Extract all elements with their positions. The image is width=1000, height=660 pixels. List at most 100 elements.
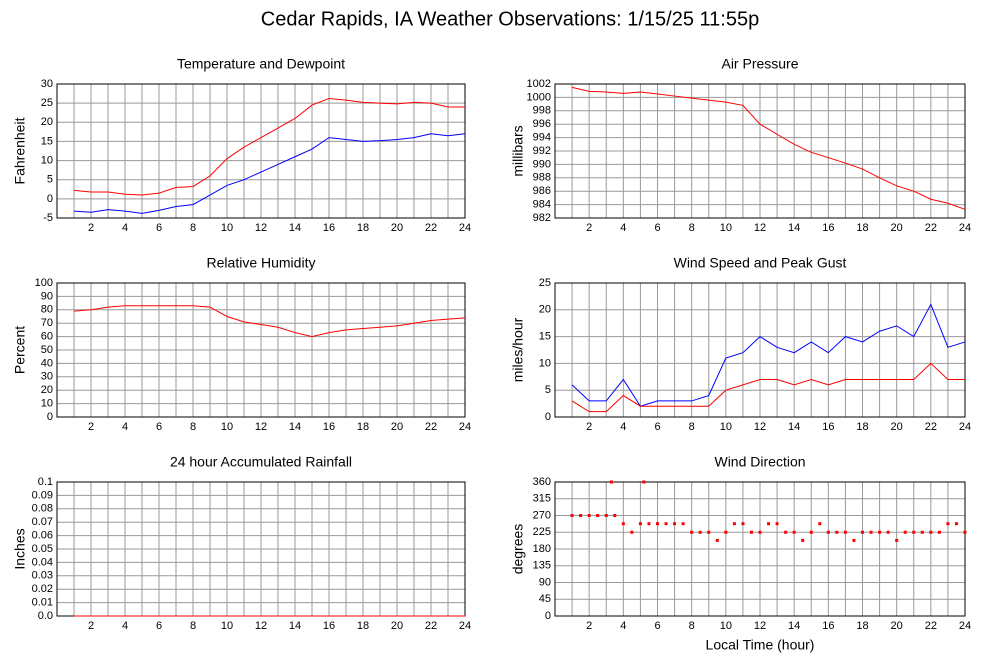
y-tick-label: 0.01	[32, 597, 53, 609]
y-tick-label: 70	[41, 317, 53, 329]
chart-panel: Relative HumidityPercent0102030405060708…	[12, 255, 471, 433]
data-point	[732, 522, 736, 526]
data-point	[937, 530, 941, 534]
y-tick-label: 50	[41, 344, 53, 356]
x-tick-label: 4	[122, 421, 128, 433]
x-tick-label: 20	[391, 620, 403, 632]
y-tick-label: 984	[533, 199, 551, 211]
y-axis-label: Fahrenheit	[12, 117, 28, 184]
data-point	[792, 530, 796, 534]
x-tick-label: 2	[88, 421, 94, 433]
data-point	[707, 530, 711, 534]
x-tick-label: 18	[856, 222, 868, 234]
x-tick-label: 12	[754, 620, 766, 632]
data-point	[869, 530, 873, 534]
plot-frame	[56, 282, 466, 418]
data-point	[715, 538, 719, 542]
plot-frame	[554, 83, 966, 219]
y-axis-label: degrees	[510, 524, 526, 575]
y-tick-label: 270	[533, 509, 551, 521]
chart-title: Relative Humidity	[207, 255, 316, 271]
y-tick-label: 0.08	[32, 503, 53, 515]
chart-panel: Wind Direction degrees Local Time (hour) 0 4…	[510, 454, 971, 653]
data-line	[73, 133, 466, 214]
data-line	[73, 305, 466, 338]
x-tick-label: 8	[190, 421, 196, 433]
y-tick-label: 20	[539, 304, 551, 316]
data-point	[912, 530, 916, 534]
data-point	[784, 530, 788, 534]
data-point	[579, 514, 583, 517]
x-tick-label: 6	[156, 620, 162, 632]
plot-frame	[554, 481, 966, 617]
y-tick-label: 986	[533, 185, 551, 197]
x-tick-label: 10	[221, 620, 233, 632]
y-tick-label: 998	[533, 105, 551, 117]
page-title: Cedar Rapids, IA Weather Observations: 1…	[261, 8, 759, 30]
x-tick-label: 6	[156, 421, 162, 433]
y-tick-label: 1000	[527, 91, 551, 103]
x-tick-label: 6	[654, 222, 660, 234]
data-point	[596, 514, 600, 517]
y-tick-label: 90	[539, 576, 551, 588]
x-tick-label: 20	[891, 222, 903, 234]
x-tick-label: 18	[856, 620, 868, 632]
x-tick-label: 20	[391, 222, 403, 234]
y-tick-label: 0	[47, 411, 53, 423]
y-tick-label: 0	[47, 193, 53, 205]
x-tick-label: 8	[689, 222, 695, 234]
y-tick-label: 0.0	[38, 610, 53, 622]
y-tick-label: 15	[41, 135, 53, 147]
data-point	[946, 522, 950, 526]
data-point	[690, 530, 694, 534]
x-tick-label: 12	[754, 222, 766, 234]
x-tick-label: 4	[620, 421, 626, 433]
y-tick-label: 10	[41, 154, 53, 166]
x-tick-label: 22	[925, 620, 937, 632]
x-tick-label: 14	[289, 620, 301, 632]
y-tick-label: 0.09	[32, 489, 53, 501]
data-point	[630, 530, 634, 534]
x-axis-label: Local Time (hour)	[706, 637, 815, 653]
y-tick-label: 0.1	[38, 476, 53, 488]
x-tick-label: 12	[255, 421, 267, 433]
data-point	[818, 522, 822, 526]
y-tick-label: 990	[533, 158, 551, 170]
x-tick-label: 16	[323, 222, 335, 234]
y-tick-label: 225	[533, 526, 551, 538]
y-axis-label: Percent	[12, 326, 28, 374]
x-tick-label: 18	[357, 620, 369, 632]
x-tick-label: 6	[654, 620, 660, 632]
y-tick-label: 25	[41, 97, 53, 109]
data-point	[758, 530, 762, 534]
y-tick-label: 0.02	[32, 583, 53, 595]
y-tick-label: 0	[545, 411, 551, 423]
y-tick-label: 10	[539, 357, 551, 369]
data-point	[673, 522, 677, 526]
data-point	[642, 480, 646, 484]
x-tick-label: 2	[88, 620, 94, 632]
data-point	[664, 522, 668, 526]
data-point	[920, 530, 924, 534]
data-point	[647, 522, 651, 526]
y-tick-label: 25	[539, 277, 551, 289]
y-tick-label: 80	[41, 304, 53, 316]
x-tick-label: 4	[620, 620, 626, 632]
x-tick-label: 16	[822, 421, 834, 433]
x-tick-label: 18	[357, 222, 369, 234]
x-tick-label: 2	[586, 222, 592, 234]
y-tick-label: 5	[47, 174, 53, 186]
data-point	[613, 514, 617, 517]
x-tick-label: 18	[856, 421, 868, 433]
data-point	[861, 530, 864, 534]
x-tick-label: 12	[754, 421, 766, 433]
data-point	[741, 522, 745, 526]
x-tick-label: 16	[822, 222, 834, 234]
y-tick-label: 988	[533, 172, 551, 184]
y-tick-label: 0.07	[32, 516, 53, 528]
data-point	[835, 530, 839, 534]
data-point	[767, 522, 771, 526]
x-tick-label: 24	[459, 620, 471, 632]
x-tick-label: 2	[88, 222, 94, 234]
data-point	[886, 530, 890, 534]
